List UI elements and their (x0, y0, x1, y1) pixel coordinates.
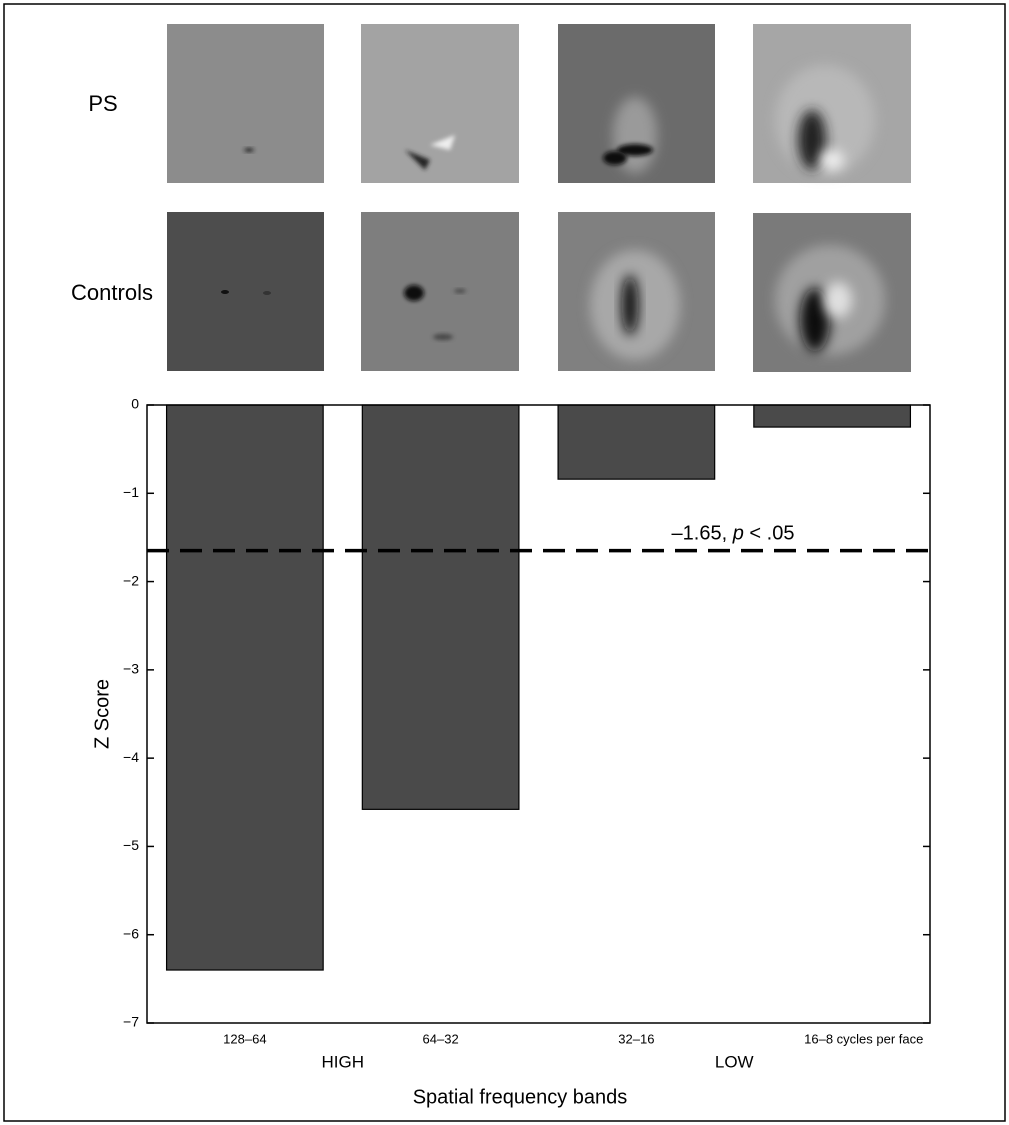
bar (167, 405, 324, 970)
y-axis-label: Z Score (91, 679, 113, 749)
range-label: LOW (715, 1052, 754, 1071)
threshold-label: –1.65, p < .05 (672, 523, 795, 545)
y-tick-label: 0 (131, 396, 139, 412)
threshold-label-text: < .05 (744, 523, 795, 545)
row-label: PS (88, 91, 117, 116)
x-tick-label: 128–64 (223, 1031, 266, 1046)
thumbnail-feature (824, 282, 852, 318)
y-tick-label: −6 (123, 925, 139, 941)
thumbnail-feature (820, 150, 844, 170)
bar (558, 405, 715, 479)
thumbnail-feature (263, 291, 271, 295)
y-tick-label: −7 (123, 1014, 139, 1030)
y-tick-label: −4 (123, 749, 139, 765)
x-tick-label: 64–32 (423, 1031, 459, 1046)
row-label: Controls (71, 280, 153, 305)
range-label: HIGH (322, 1052, 365, 1071)
thumbnail (361, 24, 519, 183)
thumbnail-feature (454, 289, 466, 293)
x-axis-label: Spatial frequency bands (413, 1086, 628, 1108)
y-tick-label: −5 (123, 837, 139, 853)
y-tick-label: −1 (123, 484, 139, 500)
thumbnail-feature (221, 290, 229, 294)
thumbnail (167, 24, 324, 183)
threshold-label-text: –1.65, (672, 523, 733, 545)
bar (754, 405, 911, 427)
figure: PS Controls Spatial frequency bands Z Sc… (0, 0, 1009, 1125)
thumbnail-feature (433, 334, 453, 340)
thumbnail-feature (603, 151, 627, 165)
x-tick-label: 32–16 (618, 1031, 654, 1046)
bar (362, 405, 519, 809)
thumbnail-feature (622, 275, 638, 335)
y-tick-label: −3 (123, 661, 139, 677)
x-tick-label: 16–8 cycles per face (804, 1031, 923, 1046)
thumbnail (361, 212, 519, 371)
thumbnail-feature (244, 148, 254, 152)
thumbnails (167, 24, 911, 372)
threshold-label-italic: p (732, 523, 744, 545)
y-tick-label: −2 (123, 572, 139, 588)
thumbnail (167, 212, 324, 371)
thumbnail-feature (404, 285, 424, 301)
